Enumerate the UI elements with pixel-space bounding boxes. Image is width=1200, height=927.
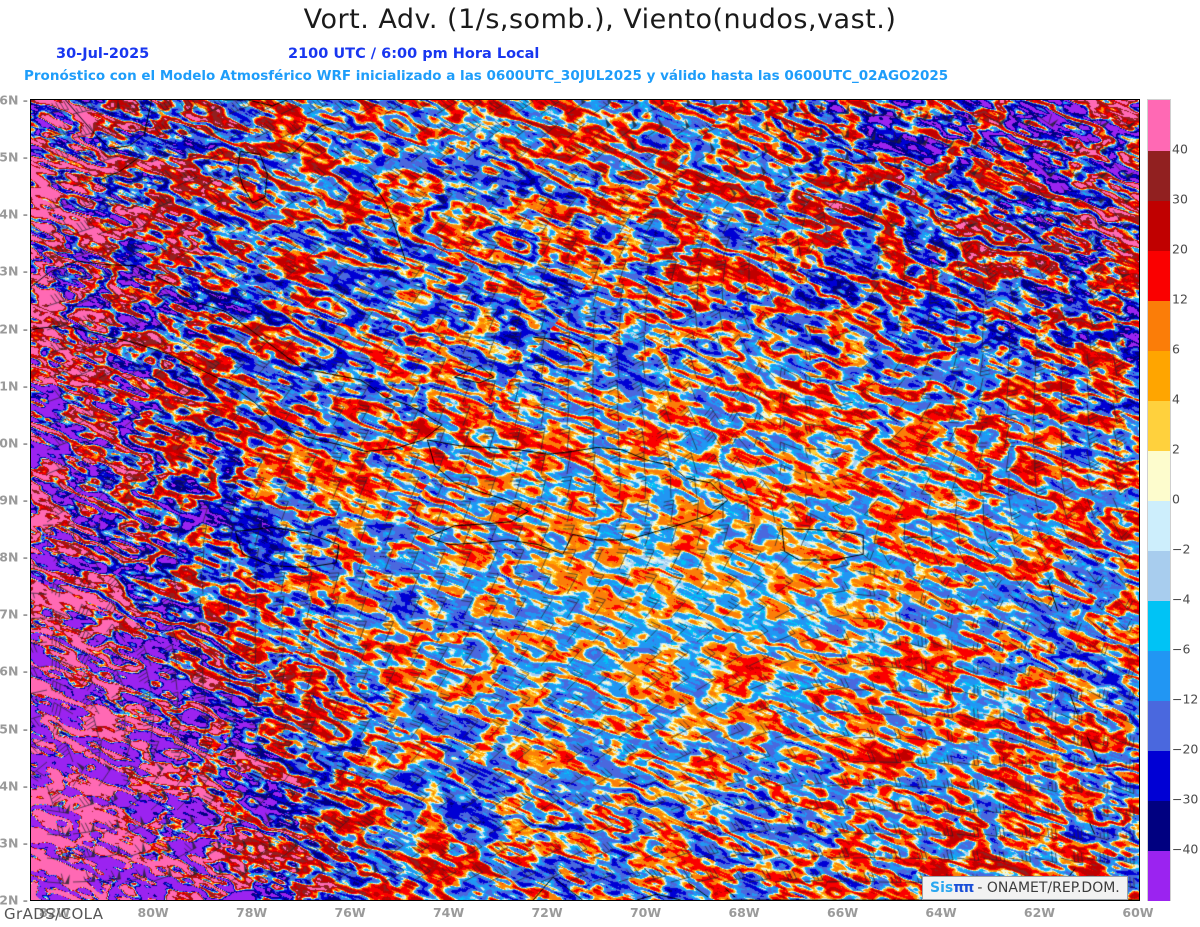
lat-tick-label: 18N - xyxy=(0,549,28,565)
colorbar-tick-label: 20 xyxy=(1172,241,1188,257)
lat-tick-label: 23N - xyxy=(0,263,28,279)
lon-tick-label: 78W xyxy=(236,905,268,920)
colorbar-swatch xyxy=(1148,800,1170,851)
lat-tick-label: 14N - xyxy=(0,778,28,794)
watermark-sis: Sis xyxy=(930,880,954,896)
lat-tick-label: 13N - xyxy=(0,835,28,851)
colorbar-swatch xyxy=(1148,250,1170,301)
colorbar-swatch xyxy=(1148,600,1170,651)
colorbar-tick-label: 0 xyxy=(1172,491,1180,507)
colorbar-tick-label: −40 xyxy=(1172,841,1199,857)
colorbar-tick-label: −20 xyxy=(1172,741,1199,757)
lon-tick-label: 66W xyxy=(826,905,859,920)
lat-tick-label: 19N - xyxy=(0,492,28,508)
page-title: Vort. Adv. (1/s,somb.), Viento(nudos,vas… xyxy=(303,4,897,35)
colorbar-tick-label: −12 xyxy=(1172,691,1199,707)
watermark-pi-icon: ππ xyxy=(953,880,974,896)
lat-tick-label: 20N - xyxy=(0,435,28,451)
coastline-canvas xyxy=(31,100,1139,900)
lat-tick-label: 25N - xyxy=(0,149,28,165)
grads-credit: GrADS/COLA xyxy=(4,905,104,923)
forecast-note-line: Pronóstico con el Modelo Atmosférico WRF… xyxy=(0,68,1200,88)
lat-tick-label: 17N - xyxy=(0,606,28,622)
colorbar-tick-label: −2 xyxy=(1172,541,1191,557)
lat-tick-label: 22N - xyxy=(0,321,28,337)
lon-tick-label: 64W xyxy=(925,905,957,920)
colorbar-swatch xyxy=(1148,700,1170,751)
lon-tick-label: 74W xyxy=(432,905,465,920)
colorbar-swatch xyxy=(1148,300,1170,351)
lat-tick-label: 15N - xyxy=(0,721,28,737)
colorbar-swatch xyxy=(1148,100,1170,151)
map-plot-area[interactable] xyxy=(30,99,1140,901)
colorbar-tick-label: 6 xyxy=(1172,341,1180,357)
colorbar-tick-label: 4 xyxy=(1172,391,1180,407)
lat-tick-label: 21N - xyxy=(0,378,28,394)
lat-tick-label: 12N - xyxy=(0,892,28,908)
forecast-note: Pronóstico con el Modelo Atmosférico WRF… xyxy=(24,68,949,84)
lat-tick-label: 24N - xyxy=(0,206,28,222)
lat-tick-label: 26N - xyxy=(0,92,28,108)
lon-tick-label: 70W xyxy=(629,905,662,920)
lon-tick-label: 76W xyxy=(334,905,366,920)
colorbar xyxy=(1147,99,1171,901)
lon-tick-label: 82W xyxy=(39,905,71,920)
colorbar-swatch xyxy=(1148,850,1170,901)
colorbar-tick-label: 12 xyxy=(1172,291,1188,307)
colorbar-swatch xyxy=(1148,500,1170,551)
colorbar-swatch xyxy=(1148,550,1170,601)
watermark-org: - ONAMET/REP.DOM. xyxy=(977,880,1120,896)
colorbar-tick-label: −6 xyxy=(1172,641,1191,657)
colorbar-tick-label: 2 xyxy=(1172,441,1180,457)
colorbar-tick-label: −4 xyxy=(1172,591,1191,607)
colorbar-swatch xyxy=(1148,450,1170,501)
lon-tick-label: 72W xyxy=(531,905,563,920)
colorbar-swatch xyxy=(1148,150,1170,201)
lon-tick-label: 68W xyxy=(728,905,760,920)
lat-tick-label: 16N - xyxy=(0,663,28,679)
colorbar-tick-label: −30 xyxy=(1172,791,1199,807)
longitude-axis: 82W 80W 78W 76W 74W 72W 70W 68W 66W 64W 62W 60W xyxy=(0,905,1200,925)
lon-tick-label: 80W xyxy=(137,905,169,920)
colorbar-tick-label: 30 xyxy=(1172,191,1188,207)
colorbar-labels: 40 30 20 12 6 4 2 0 −2 −4 −6 −12 −20 −30 −40 xyxy=(1172,99,1200,899)
colorbar-swatch xyxy=(1148,750,1170,801)
date-line: 30-Jul-2025 2100 UTC / 6:00 pm Hora Loca… xyxy=(0,46,1200,66)
colorbar-tick-label: 40 xyxy=(1172,141,1188,157)
latitude-axis: 26N - 25N - 24N - 23N - 22N - 21N - 20N - 19N -… xyxy=(0,93,28,908)
watermark-badge: Sis ππ - ONAMET/REP.DOM. xyxy=(922,876,1128,900)
lon-tick-label: 60W xyxy=(1122,905,1154,920)
lon-tick-label: 62W xyxy=(1023,905,1056,920)
forecast-date: 30-Jul-2025 xyxy=(56,46,150,62)
colorbar-swatch xyxy=(1148,350,1170,401)
colorbar-swatch xyxy=(1148,200,1170,251)
colorbar-swatch xyxy=(1148,400,1170,451)
colorbar-swatch xyxy=(1148,650,1170,701)
forecast-time: 2100 UTC / 6:00 pm Hora Local xyxy=(288,46,540,62)
